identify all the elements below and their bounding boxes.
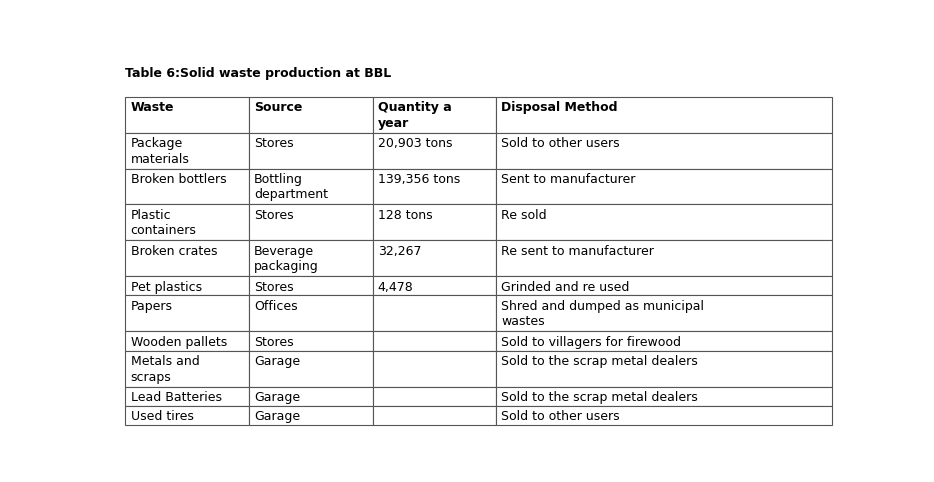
Text: Garage: Garage xyxy=(254,391,300,404)
Bar xyxy=(249,351,373,387)
Text: Sold to the scrap metal dealers: Sold to the scrap metal dealers xyxy=(502,391,698,404)
Text: Sold to other users: Sold to other users xyxy=(502,137,620,150)
Bar xyxy=(125,204,249,240)
Text: Broken bottlers: Broken bottlers xyxy=(131,173,226,186)
Bar xyxy=(125,97,249,133)
Text: Sold to villagers for firewood: Sold to villagers for firewood xyxy=(502,336,682,349)
Text: Quantity a
year: Quantity a year xyxy=(377,101,451,130)
Text: Garage: Garage xyxy=(254,355,300,368)
Bar xyxy=(496,204,832,240)
Text: 139,356 tons: 139,356 tons xyxy=(377,173,460,186)
Bar xyxy=(373,387,496,406)
Bar xyxy=(125,276,249,295)
Text: Disposal Method: Disposal Method xyxy=(502,101,618,114)
Bar xyxy=(373,295,496,331)
Bar xyxy=(249,97,373,133)
Bar xyxy=(496,387,832,406)
Bar xyxy=(373,204,496,240)
Bar xyxy=(373,331,496,351)
Bar xyxy=(249,204,373,240)
Text: 32,267: 32,267 xyxy=(377,245,421,258)
Bar xyxy=(373,406,496,425)
Text: Metals and
scraps: Metals and scraps xyxy=(131,355,199,384)
Text: Source: Source xyxy=(254,101,303,114)
Bar xyxy=(125,133,249,169)
Text: Stores: Stores xyxy=(254,137,294,150)
Bar xyxy=(125,331,249,351)
Text: Stores: Stores xyxy=(254,281,294,294)
Text: Sent to manufacturer: Sent to manufacturer xyxy=(502,173,636,186)
Text: Sold to the scrap metal dealers: Sold to the scrap metal dealers xyxy=(502,355,698,368)
Bar xyxy=(125,169,249,204)
Bar xyxy=(249,169,373,204)
Text: Table 6:Solid waste production at BBL: Table 6:Solid waste production at BBL xyxy=(125,67,391,80)
Bar xyxy=(373,276,496,295)
Bar xyxy=(125,406,249,425)
Bar xyxy=(249,331,373,351)
Bar xyxy=(249,406,373,425)
Text: Beverage
packaging: Beverage packaging xyxy=(254,245,318,273)
Text: Package
materials: Package materials xyxy=(131,137,190,166)
Text: Offices: Offices xyxy=(254,300,298,313)
Bar xyxy=(496,169,832,204)
Text: Grinded and re used: Grinded and re used xyxy=(502,281,630,294)
Text: Papers: Papers xyxy=(131,300,173,313)
Bar xyxy=(125,351,249,387)
Bar xyxy=(373,97,496,133)
Bar xyxy=(373,133,496,169)
Bar xyxy=(373,169,496,204)
Bar xyxy=(496,351,832,387)
Text: 4,478: 4,478 xyxy=(377,281,414,294)
Bar xyxy=(496,97,832,133)
Text: 20,903 tons: 20,903 tons xyxy=(377,137,452,150)
Text: Pet plastics: Pet plastics xyxy=(131,281,202,294)
Bar xyxy=(373,351,496,387)
Text: Waste: Waste xyxy=(131,101,174,114)
Text: Re sent to manufacturer: Re sent to manufacturer xyxy=(502,245,655,258)
Bar xyxy=(496,295,832,331)
Text: Lead Batteries: Lead Batteries xyxy=(131,391,221,404)
Bar xyxy=(496,240,832,276)
Bar xyxy=(249,387,373,406)
Bar xyxy=(249,133,373,169)
Bar xyxy=(249,276,373,295)
Bar xyxy=(249,295,373,331)
Bar xyxy=(496,406,832,425)
Bar xyxy=(125,240,249,276)
Text: Garage: Garage xyxy=(254,410,300,423)
Text: Used tires: Used tires xyxy=(131,410,193,423)
Text: Broken crates: Broken crates xyxy=(131,245,217,258)
Text: Bottling
department: Bottling department xyxy=(254,173,328,201)
Text: Sold to other users: Sold to other users xyxy=(502,410,620,423)
Bar xyxy=(373,240,496,276)
Bar xyxy=(249,240,373,276)
Text: Stores: Stores xyxy=(254,209,294,222)
Bar xyxy=(496,133,832,169)
Text: Stores: Stores xyxy=(254,336,294,349)
Text: Wooden pallets: Wooden pallets xyxy=(131,336,227,349)
Text: Re sold: Re sold xyxy=(502,209,547,222)
Text: Shred and dumped as municipal
wastes: Shred and dumped as municipal wastes xyxy=(502,300,704,328)
Bar xyxy=(125,387,249,406)
Bar xyxy=(496,331,832,351)
Bar xyxy=(496,276,832,295)
Bar xyxy=(125,295,249,331)
Text: Plastic
containers: Plastic containers xyxy=(131,209,196,237)
Text: 128 tons: 128 tons xyxy=(377,209,432,222)
